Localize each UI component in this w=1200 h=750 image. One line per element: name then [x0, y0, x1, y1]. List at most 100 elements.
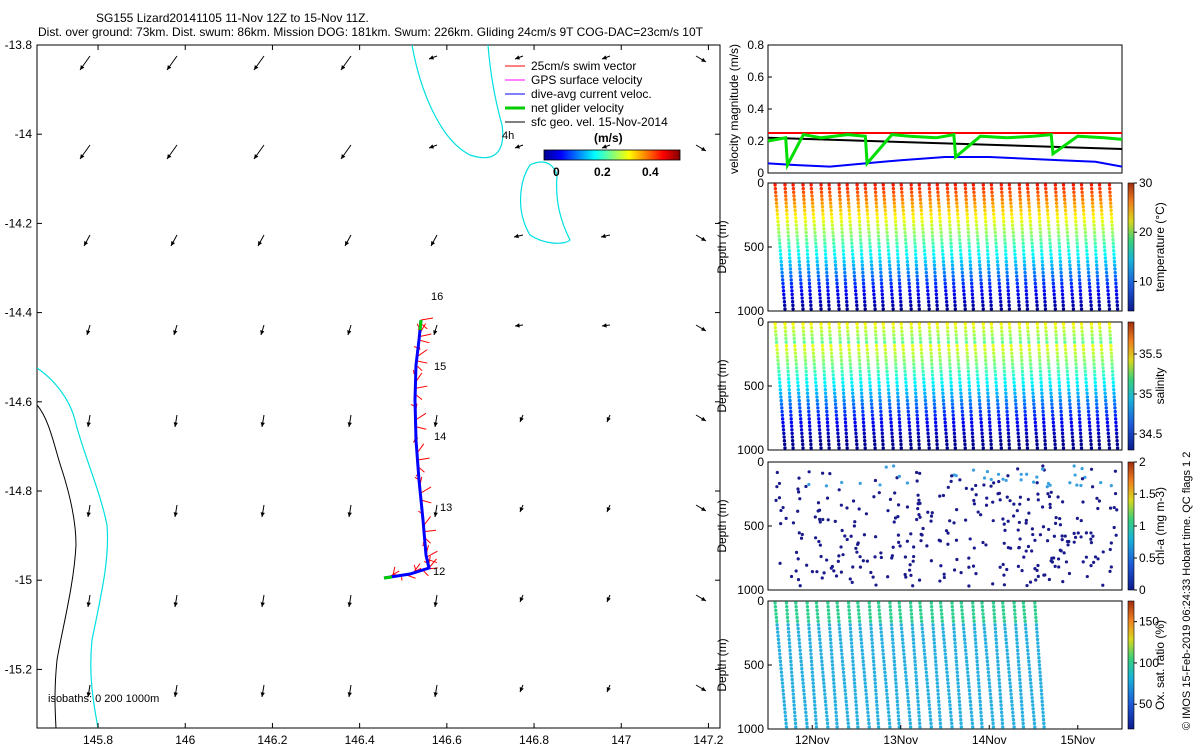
- profile-sample: [880, 292, 884, 297]
- profile-sample: [826, 604, 830, 609]
- profile-sample: [852, 681, 857, 685]
- profile-sample: [910, 615, 914, 620]
- profile-sample: [807, 630, 812, 634]
- profile-sample: [947, 355, 952, 359]
- profile-sample: [915, 413, 919, 417]
- profile-sample: [1107, 300, 1111, 304]
- profile-sample: [988, 685, 992, 689]
- profile-sample: [869, 263, 874, 267]
- profile-sample: [785, 355, 789, 359]
- profile-sample: [954, 329, 958, 333]
- profile-sample: [794, 227, 799, 231]
- profile-sample: [1041, 270, 1045, 275]
- profile-sample: [997, 420, 1001, 425]
- profile-sample: [910, 336, 914, 341]
- profile-sample: [828, 626, 832, 631]
- profile-sample: [931, 248, 936, 253]
- chl-sample: [1080, 467, 1084, 471]
- profile-sample: [898, 431, 903, 436]
- profile-sample: [816, 413, 821, 417]
- isobath-1000m-island: [519, 161, 571, 244]
- profile-sample: [1043, 442, 1047, 447]
- profile-sample: [1092, 366, 1097, 370]
- profile-sample: [1015, 281, 1019, 286]
- profile-sample: [929, 721, 933, 726]
- profile-sample: [803, 362, 808, 366]
- chl-sample: [810, 569, 815, 574]
- chl-sample: [789, 574, 794, 579]
- profile-sample: [841, 384, 845, 388]
- profile-sample: [886, 710, 891, 715]
- profile-sample: [786, 626, 791, 631]
- profile-sample: [986, 391, 990, 395]
- profile-sample: [1050, 267, 1054, 271]
- profile-sample: [1056, 219, 1060, 224]
- profile-sample: [1007, 670, 1011, 674]
- profile-sample: [858, 238, 863, 242]
- profile-sample: [874, 194, 878, 198]
- profile-sample: [989, 325, 994, 330]
- chl-sample: [1112, 505, 1116, 510]
- profile-sample: [1075, 238, 1079, 242]
- profile-sample: [816, 623, 821, 627]
- profile-sample: [1093, 245, 1098, 249]
- profile-sample: [812, 366, 817, 370]
- profile-sample: [920, 219, 924, 224]
- profile-sample: [926, 292, 930, 297]
- profile-sample: [778, 241, 782, 246]
- profile-sample: [957, 699, 962, 704]
- profile-sample: [1033, 424, 1038, 428]
- profile-sample: [866, 219, 870, 224]
- profile-sample: [835, 725, 839, 729]
- chl-sample: [1113, 491, 1118, 496]
- chl-sample: [1016, 467, 1020, 471]
- profile-sample: [796, 248, 801, 253]
- profile-sample: [1111, 377, 1115, 381]
- profile-sample: [948, 710, 953, 715]
- profile-sample: [832, 387, 837, 392]
- profile-sample: [886, 380, 890, 385]
- profile-sample: [985, 656, 989, 660]
- profile-sample: [853, 281, 857, 286]
- profile-sample: [822, 373, 827, 377]
- profile-sample: [1017, 439, 1021, 443]
- profile-sample: [778, 252, 783, 256]
- profile-sample: [946, 329, 950, 333]
- profile-sample: [816, 267, 820, 271]
- profile-sample: [790, 681, 795, 685]
- profile-sample: [876, 234, 881, 238]
- profile-sample: [774, 201, 779, 205]
- profile-sample: [1053, 439, 1057, 443]
- profile-sample: [1043, 322, 1048, 326]
- profile-sample: [835, 604, 840, 609]
- chl-sample: [873, 555, 877, 559]
- profile-sample: [873, 446, 877, 450]
- profile-sample: [908, 300, 913, 304]
- profile-sample: [1002, 619, 1007, 623]
- profile-sample: [976, 674, 980, 678]
- profile-sample: [994, 238, 998, 242]
- profile-sample: [1031, 252, 1035, 256]
- profile-sample: [932, 398, 936, 403]
- profile-sample: [1107, 439, 1111, 443]
- geo-arrow-head: [80, 65, 85, 70]
- profile-sample: [873, 685, 878, 689]
- profile-sample: [934, 666, 938, 671]
- profile-sample: [798, 409, 802, 414]
- profile-sample: [831, 238, 836, 242]
- chl-sample: [824, 484, 829, 488]
- profile-sample: [920, 362, 925, 366]
- profile-sample: [1069, 285, 1074, 289]
- profile-sample: [1035, 442, 1039, 447]
- profile-sample: [995, 656, 1000, 660]
- map-ytick-label: -14.2: [5, 216, 33, 230]
- profile-sample: [836, 300, 841, 304]
- profile-sample: [851, 659, 855, 664]
- profile-sample: [869, 626, 873, 631]
- profile-sample: [971, 446, 976, 450]
- profile-sample: [879, 281, 884, 286]
- profile-sample: [841, 666, 845, 671]
- profile-sample: [1036, 652, 1041, 656]
- profile-sample: [1021, 238, 1025, 242]
- profile-sample: [1008, 190, 1012, 194]
